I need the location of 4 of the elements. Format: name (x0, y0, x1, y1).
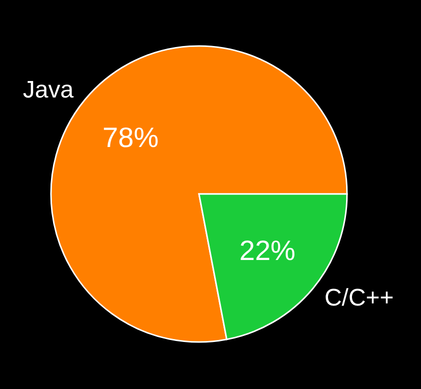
data-label: 78% (102, 122, 159, 153)
data-label: 22% (239, 235, 296, 266)
slice-label: C/C++ (324, 284, 394, 312)
slice-label: Java (22, 76, 74, 104)
